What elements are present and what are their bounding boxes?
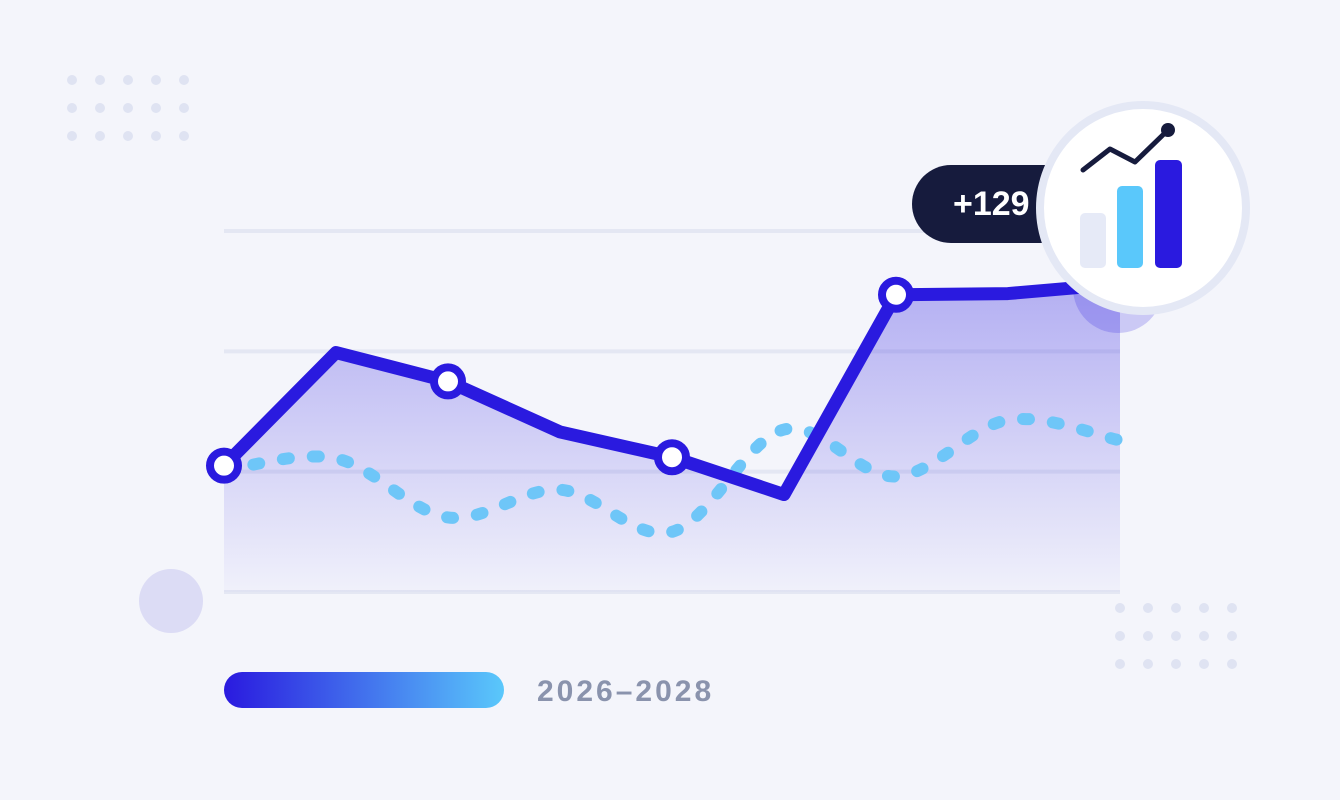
- decor-dot: [1143, 631, 1153, 641]
- decor-dot: [67, 103, 77, 113]
- decor-dot: [1199, 603, 1209, 613]
- decor-dot: [1115, 603, 1125, 613]
- decor-dot: [1171, 603, 1181, 613]
- decor-dot: [151, 75, 161, 85]
- point: [878, 276, 914, 313]
- decor-dot: [67, 75, 77, 85]
- icon-bar: [1117, 186, 1143, 268]
- decor-dot: [1143, 659, 1153, 669]
- icon-bar: [1155, 160, 1182, 268]
- line-dotted: [218, 412, 1126, 540]
- decor-dot: [1143, 603, 1153, 613]
- period-label: 2026–2028: [537, 675, 714, 708]
- decor-dot: [1171, 631, 1181, 641]
- icon-bar: [1080, 213, 1106, 268]
- decor-dot: [1171, 659, 1181, 669]
- icon-trend: [1080, 127, 1171, 173]
- decor-dot: [1115, 659, 1125, 669]
- decor-dot: [179, 75, 189, 85]
- decor-dot: [95, 131, 105, 141]
- decor-dot: [1227, 603, 1237, 613]
- point: [206, 447, 242, 484]
- period-bar: [224, 672, 504, 708]
- decor-dot: [123, 131, 133, 141]
- icon: [1036, 101, 1250, 315]
- decor-dot: [1227, 631, 1237, 641]
- decor-dot: [95, 103, 105, 113]
- decor-dot: [151, 103, 161, 113]
- decor-dot: [123, 75, 133, 85]
- decor-dot: [179, 131, 189, 141]
- icon-dot: [1161, 123, 1175, 137]
- decor-dot: [123, 103, 133, 113]
- point: [654, 439, 690, 476]
- decor-circle: [139, 569, 203, 633]
- decor-dot: [1199, 659, 1209, 669]
- badge-text: +129: [953, 185, 1030, 223]
- decor-dot: [95, 75, 105, 85]
- decor-dot: [1115, 631, 1125, 641]
- decor-dot: [67, 131, 77, 141]
- decor-dots: [67, 75, 1237, 669]
- decor-dot: [1199, 631, 1209, 641]
- point: [430, 363, 466, 400]
- decor-dot: [179, 103, 189, 113]
- decor-dot: [1227, 659, 1237, 669]
- decor-dot: [151, 131, 161, 141]
